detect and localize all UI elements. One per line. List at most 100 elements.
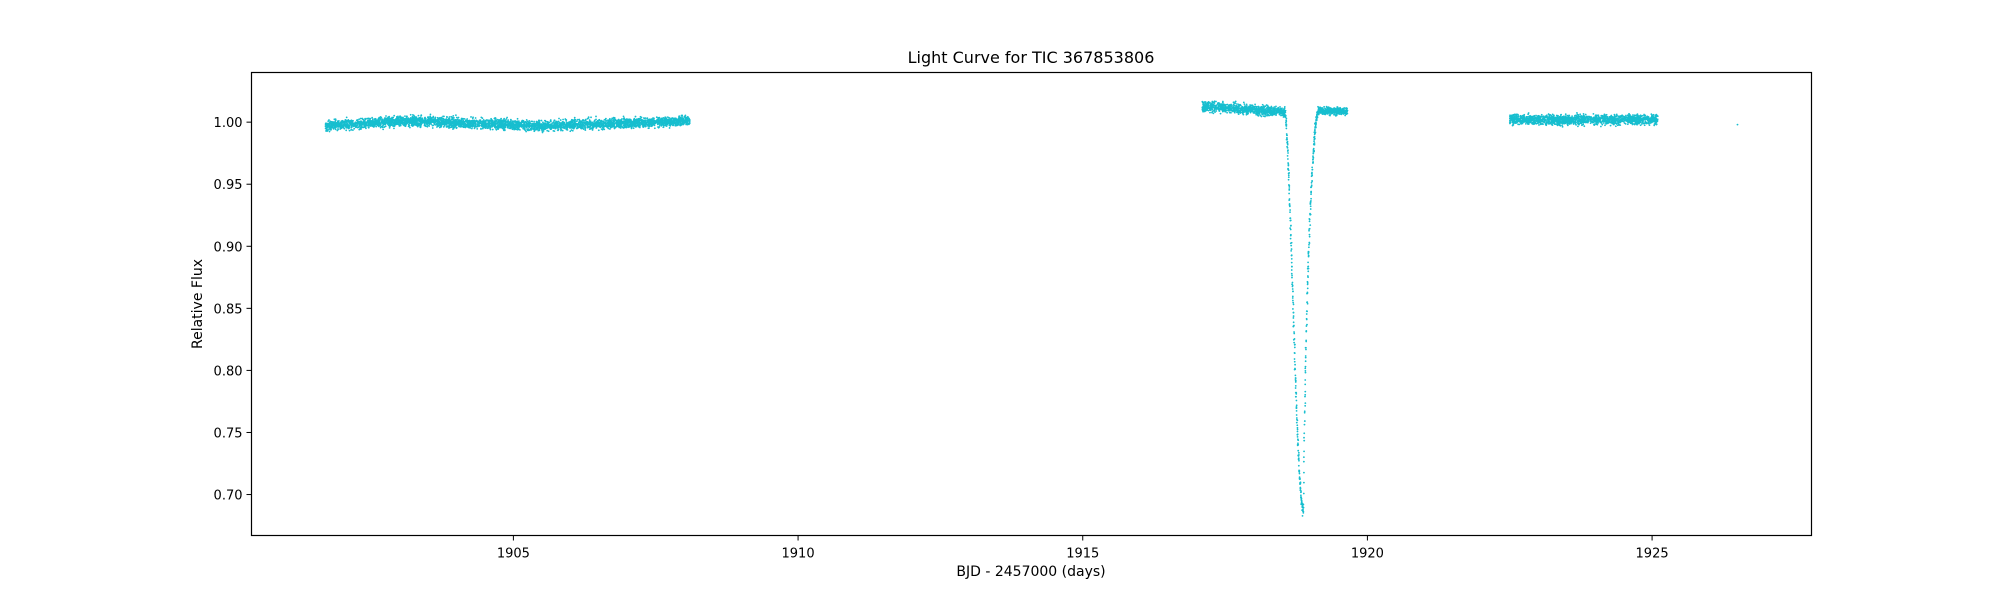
flux-point <box>666 121 668 124</box>
flux-point <box>1239 111 1242 114</box>
flux-point <box>359 123 362 126</box>
flux-point <box>540 124 543 127</box>
flux-point <box>369 117 372 120</box>
flux-point <box>591 121 594 124</box>
flux-point <box>448 124 451 127</box>
flux-point <box>411 115 414 118</box>
flux-point <box>561 122 564 125</box>
flux-point <box>408 124 411 126</box>
flux-point <box>501 123 504 126</box>
flux-point <box>404 125 406 127</box>
flux-point <box>576 118 579 121</box>
flux-point <box>428 120 431 123</box>
flux-point <box>429 113 432 116</box>
flux-point <box>1237 113 1240 115</box>
flux-point <box>528 121 531 124</box>
flux-point <box>685 122 688 125</box>
flux-point <box>1257 114 1259 117</box>
flux-point <box>415 123 417 126</box>
flux-point <box>513 126 515 129</box>
flux-point <box>604 121 606 124</box>
flux-point <box>341 121 344 123</box>
flux-point <box>503 117 506 120</box>
flux-point <box>357 120 360 123</box>
flux-point <box>480 116 483 119</box>
flux-point <box>324 122 327 125</box>
flux-point <box>340 123 343 126</box>
flux-point <box>621 126 624 129</box>
flux-point <box>377 119 380 122</box>
flux-point <box>516 117 519 120</box>
flux-point <box>674 124 677 127</box>
flux-point <box>686 118 689 121</box>
flux-point <box>1202 110 1204 113</box>
flux-point <box>1258 107 1261 110</box>
flux-point <box>490 122 493 125</box>
flux-point <box>343 123 346 125</box>
flux-point <box>566 127 568 129</box>
flux-point <box>1233 102 1236 105</box>
flux-point <box>458 125 461 128</box>
flux-point <box>641 119 644 122</box>
flux-point <box>550 127 553 130</box>
flux-point <box>559 119 562 121</box>
flux-point <box>418 120 421 122</box>
flux-point <box>445 125 448 128</box>
flux-point <box>673 119 675 121</box>
flux-point <box>389 119 392 122</box>
flux-point <box>432 121 435 123</box>
flux-point <box>1260 112 1263 114</box>
flux-point <box>436 121 439 124</box>
flux-point <box>468 123 470 126</box>
flux-point <box>455 119 458 121</box>
flux-point <box>682 117 685 120</box>
flux-point <box>336 121 339 124</box>
flux-point <box>1283 108 1285 110</box>
flux-point <box>668 127 671 129</box>
flux-point <box>428 125 431 127</box>
flux-point <box>375 125 378 128</box>
flux-point <box>499 119 502 122</box>
flux-point <box>608 118 611 121</box>
flux-point <box>480 127 482 130</box>
flux-point <box>557 129 559 132</box>
flux-point <box>525 119 528 121</box>
flux-point <box>626 119 629 122</box>
flux-point <box>421 117 424 120</box>
flux-point <box>348 127 351 129</box>
flux-point <box>552 125 555 128</box>
flux-point <box>425 119 427 122</box>
flux-point <box>662 124 665 126</box>
flux-point <box>1253 106 1256 109</box>
flux-point <box>446 120 449 123</box>
flux-point <box>458 119 461 122</box>
flux-point <box>338 125 340 128</box>
flux-point <box>344 124 347 127</box>
flux-point <box>563 127 565 130</box>
flux-point <box>665 117 668 120</box>
flux-point <box>521 121 524 124</box>
flux-point <box>546 126 549 129</box>
flux-point <box>599 120 602 123</box>
flux-point <box>531 120 534 123</box>
flux-point <box>453 120 456 123</box>
flux-point <box>419 125 422 128</box>
flux-point <box>489 128 492 131</box>
flux-point <box>416 118 419 120</box>
flux-point <box>382 120 385 123</box>
flux-point <box>413 116 416 118</box>
flux-point <box>331 123 334 125</box>
flux-point <box>676 121 679 124</box>
flux-point <box>1267 109 1270 111</box>
flux-point <box>474 117 477 119</box>
flux-point <box>1262 109 1264 111</box>
flux-point <box>662 126 665 129</box>
flux-point <box>329 122 332 125</box>
flux-point <box>550 124 553 127</box>
flux-point <box>679 124 682 127</box>
flux-point <box>442 119 444 122</box>
flux-point <box>613 125 615 128</box>
flux-point <box>611 117 613 120</box>
flux-point <box>603 119 606 121</box>
